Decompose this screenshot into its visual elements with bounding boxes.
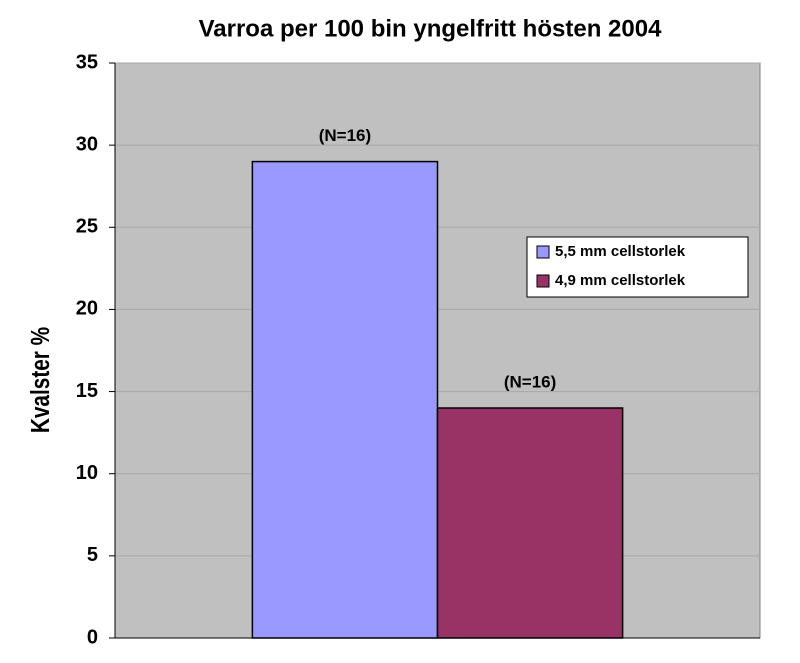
y-tick-label: 10 <box>76 462 98 484</box>
y-tick-label: 15 <box>76 380 98 402</box>
chart-title: Varroa per 100 bin yngelfritt hösten 200… <box>199 15 662 42</box>
bar <box>251 160 439 639</box>
legend-swatch <box>536 245 550 259</box>
y-tick-label: 30 <box>76 133 98 155</box>
legend-box <box>526 236 749 298</box>
y-tick-label: 20 <box>76 298 98 320</box>
y-tick-label: 35 <box>76 51 98 73</box>
legend-swatch <box>536 274 550 288</box>
y-tick-label: 25 <box>76 216 98 238</box>
y-axis-label: Kvalster % <box>26 327 55 433</box>
y-tick-label: 0 <box>87 626 98 648</box>
annotation: (N=16) <box>319 126 371 145</box>
legend: 5,5 mm cellstorlek 4,9 mm cellstorlek <box>526 236 749 298</box>
legend-label: 5,5 mm cellstorlek <box>555 243 686 260</box>
bar <box>436 407 624 639</box>
y-tick-label: 5 <box>87 544 98 566</box>
legend-label: 4,9 mm cellstorlek <box>555 272 686 289</box>
annotation: (N=16) <box>504 372 556 391</box>
